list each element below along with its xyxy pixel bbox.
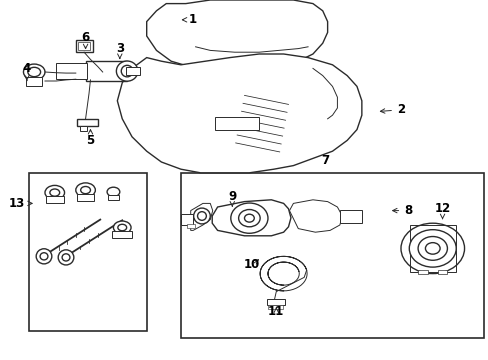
Bar bbox=[417, 270, 427, 274]
Bar bbox=[112, 231, 132, 238]
Bar bbox=[107, 195, 119, 200]
Ellipse shape bbox=[197, 212, 206, 220]
Ellipse shape bbox=[230, 203, 267, 233]
Text: 10: 10 bbox=[243, 258, 260, 271]
Ellipse shape bbox=[116, 61, 138, 81]
Ellipse shape bbox=[193, 208, 210, 224]
Bar bbox=[29, 173, 146, 331]
Bar bbox=[76, 40, 93, 52]
Ellipse shape bbox=[50, 189, 60, 196]
Text: 3: 3 bbox=[116, 42, 123, 58]
Text: 4: 4 bbox=[23, 62, 31, 81]
Polygon shape bbox=[190, 203, 212, 230]
Ellipse shape bbox=[23, 64, 45, 80]
Ellipse shape bbox=[28, 67, 41, 77]
Bar bbox=[26, 77, 42, 86]
Ellipse shape bbox=[62, 254, 70, 261]
Polygon shape bbox=[146, 0, 327, 72]
Ellipse shape bbox=[107, 187, 120, 197]
Text: 8: 8 bbox=[392, 204, 411, 217]
Ellipse shape bbox=[408, 230, 455, 267]
Ellipse shape bbox=[238, 210, 260, 227]
Bar bbox=[186, 224, 194, 228]
Bar bbox=[80, 126, 86, 131]
Ellipse shape bbox=[36, 249, 52, 264]
Text: 13: 13 bbox=[9, 197, 32, 210]
Text: 9: 9 bbox=[228, 190, 236, 206]
Bar bbox=[266, 299, 285, 305]
Ellipse shape bbox=[113, 221, 131, 234]
Bar bbox=[181, 173, 483, 338]
Bar bbox=[126, 67, 140, 75]
Ellipse shape bbox=[118, 224, 126, 231]
Text: 12: 12 bbox=[433, 202, 450, 219]
Polygon shape bbox=[117, 54, 361, 173]
Bar bbox=[267, 305, 282, 309]
Bar bbox=[46, 196, 63, 203]
Ellipse shape bbox=[425, 243, 439, 254]
Text: 6: 6 bbox=[81, 31, 89, 49]
Bar bbox=[85, 61, 127, 81]
Bar bbox=[181, 214, 193, 225]
Text: 5: 5 bbox=[86, 130, 94, 147]
Bar bbox=[78, 42, 90, 50]
Polygon shape bbox=[212, 200, 290, 236]
Text: 1: 1 bbox=[182, 13, 197, 26]
Bar bbox=[77, 119, 98, 126]
Ellipse shape bbox=[121, 66, 133, 77]
Ellipse shape bbox=[400, 223, 464, 274]
Ellipse shape bbox=[40, 253, 48, 260]
Ellipse shape bbox=[45, 185, 64, 200]
Text: 7: 7 bbox=[321, 154, 328, 167]
Bar bbox=[437, 270, 447, 274]
Ellipse shape bbox=[58, 250, 74, 265]
Text: 2: 2 bbox=[380, 103, 404, 116]
Bar bbox=[77, 194, 94, 201]
Bar bbox=[409, 225, 455, 272]
Bar bbox=[215, 117, 259, 130]
Polygon shape bbox=[289, 200, 342, 232]
Ellipse shape bbox=[81, 186, 90, 194]
Bar bbox=[56, 63, 86, 79]
Bar bbox=[339, 210, 361, 223]
Ellipse shape bbox=[417, 237, 447, 260]
Text: 11: 11 bbox=[267, 305, 284, 318]
Ellipse shape bbox=[244, 214, 254, 222]
Ellipse shape bbox=[76, 183, 95, 197]
